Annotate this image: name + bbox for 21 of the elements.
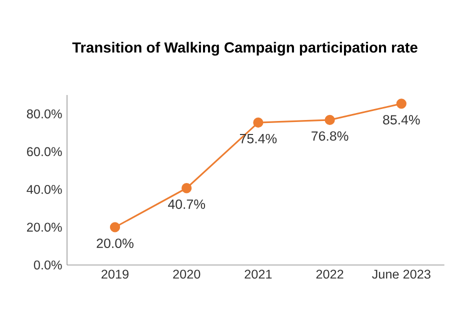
point (110, 222, 120, 232)
chart-title: Transition of Walking Campaign participation rate (72, 42, 418, 56)
y-tick-label: 0.0% (34, 260, 62, 270)
x-tick-label: 2021 (244, 270, 272, 279)
data-label: 76.8% (312, 131, 348, 141)
point (324, 114, 335, 126)
y-tick-label: 40.0% (26, 184, 62, 194)
point (396, 98, 406, 109)
y-tick-label: 20.0% (27, 222, 62, 232)
point (182, 183, 192, 194)
x-tick-label: 2022 (316, 270, 344, 279)
x-tick-label: 2020 (173, 270, 200, 279)
y-tick-label: 80.0% (26, 109, 62, 118)
y-tick-label: 60.0% (27, 147, 62, 156)
x-tick-label: June 2023 (372, 270, 430, 279)
point (253, 118, 264, 128)
data-label: 85.4% (383, 115, 420, 125)
x-tick-label: 2019 (102, 270, 128, 279)
data-label: 40.7% (168, 200, 206, 209)
data-label: 20.0% (96, 238, 134, 248)
data-label: 75.4% (240, 134, 277, 144)
